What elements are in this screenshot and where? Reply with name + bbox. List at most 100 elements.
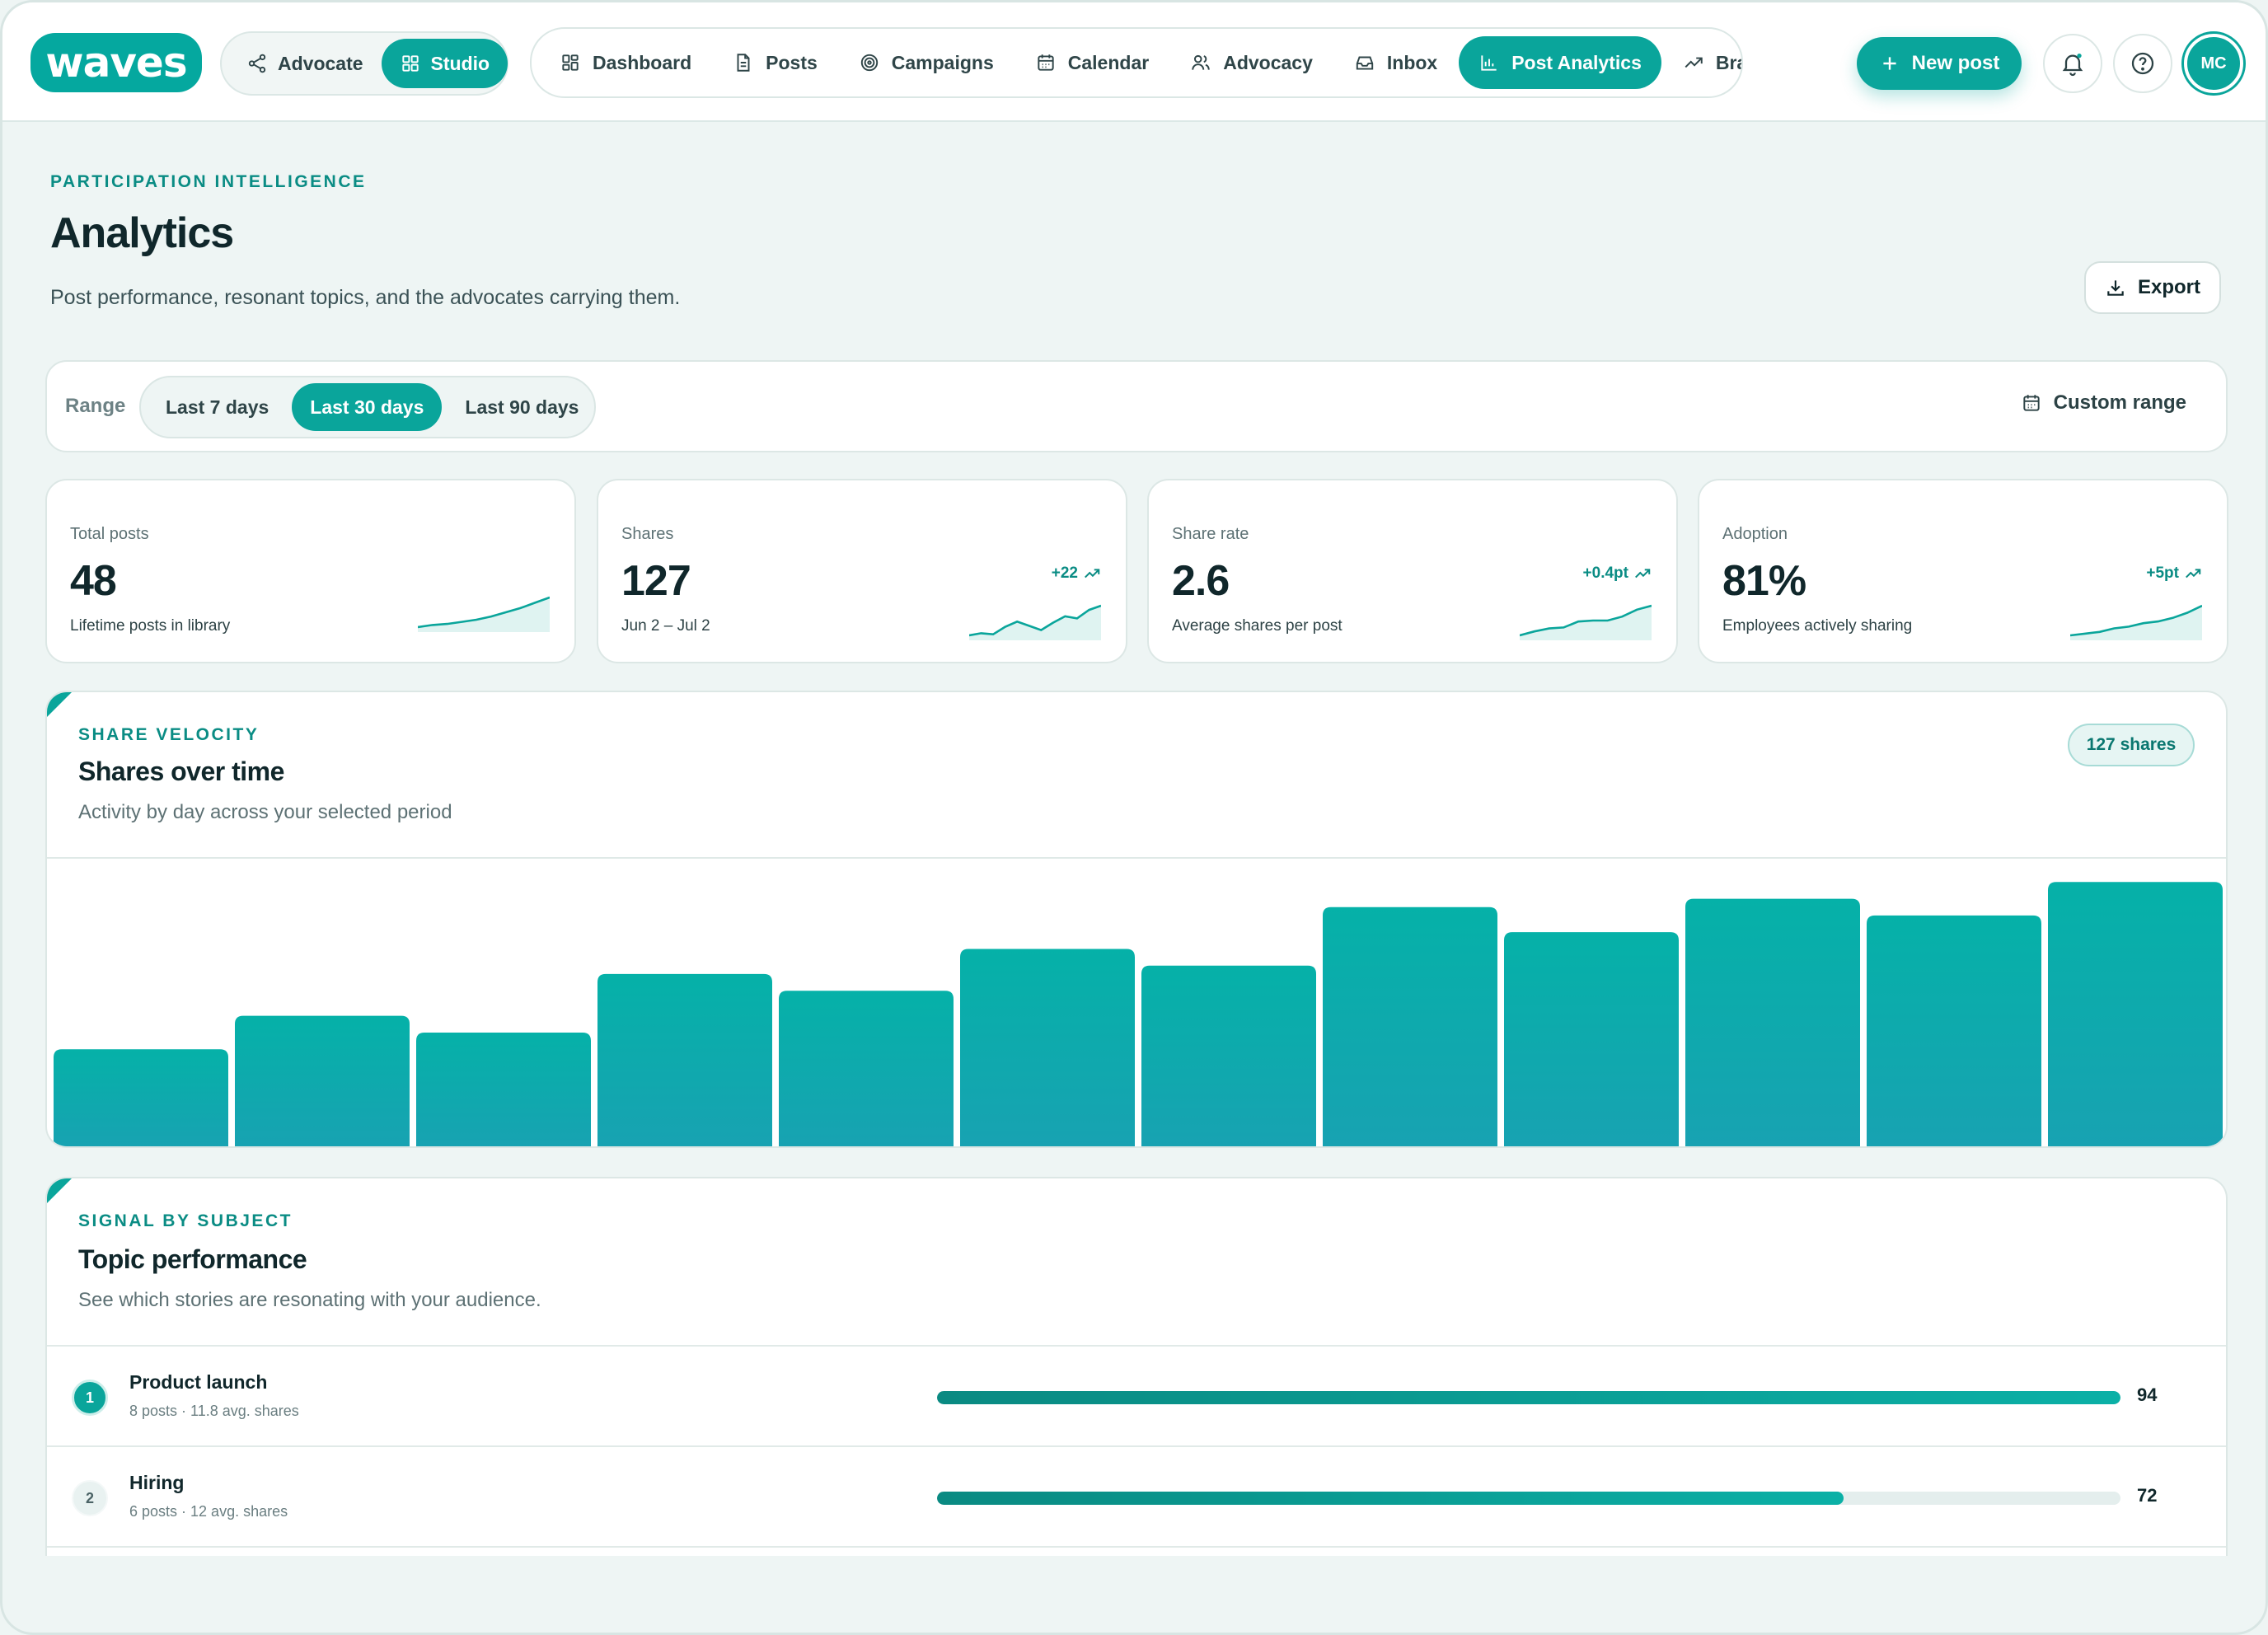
nav-item-brand[interactable]: Brar (1663, 36, 1741, 89)
nav-label: Post Analytics (1511, 51, 1642, 73)
help-button[interactable] (2113, 34, 2172, 93)
page-title: Analytics (50, 209, 234, 257)
share-icon (248, 54, 266, 73)
new-post-button[interactable]: New post (1857, 37, 2022, 90)
trend-up-icon (1685, 57, 1703, 68)
page-subtitle: Post performance, resonant topics, and t… (50, 286, 681, 309)
nav-item-advocacy[interactable]: Advocacy (1170, 36, 1333, 89)
chart-bar[interactable] (416, 1032, 591, 1148)
total-shares-badge: 127 shares (2068, 724, 2195, 766)
chart-bar[interactable] (1867, 915, 2041, 1148)
mode-advocate-label: Advocate (278, 52, 363, 74)
nav-item-dashboard[interactable]: Dashboard (540, 36, 711, 89)
nav-item-inbox[interactable]: Inbox (1334, 36, 1457, 89)
velocity-subtitle: Activity by day across your selected per… (78, 801, 452, 823)
nav-item-campaigns[interactable]: Campaigns (839, 36, 1014, 89)
chart-bar[interactable] (54, 1049, 228, 1148)
trend-up-icon (1635, 569, 1651, 579)
stat-note: Lifetime posts in library (70, 617, 231, 635)
chart-bar[interactable] (1141, 965, 1316, 1148)
sparkline-line (418, 596, 550, 629)
inbox-icon (1356, 56, 1374, 70)
new-post-label: New post (1911, 52, 2000, 74)
chart-bar[interactable] (1504, 932, 1679, 1148)
chart-bar[interactable] (960, 949, 1135, 1148)
stat-label: Shares (621, 525, 674, 543)
stat-delta: +5pt (2146, 565, 2202, 583)
mode-studio-button[interactable]: Studio (381, 39, 508, 88)
calendar-icon (2022, 395, 2040, 411)
divider (47, 1445, 2226, 1447)
chart-bar[interactable] (235, 1015, 410, 1148)
topics-title: Topic performance (78, 1244, 307, 1274)
range-label: Range (65, 395, 126, 417)
stat-value: 2.6 (1172, 557, 1230, 605)
topic-meta: 8 posts · 11.8 avg. shares (129, 1403, 299, 1419)
nav-label: Posts (766, 51, 818, 73)
topic-bar-fill (937, 1391, 2120, 1404)
bell-icon (2062, 54, 2083, 77)
calendar-icon (1038, 54, 1054, 71)
trend-up-icon (2186, 569, 2201, 579)
stat-note: Employees actively sharing (1722, 617, 1913, 635)
shares-bar-chart (54, 882, 2223, 1148)
topic-name: Product launch (129, 1371, 268, 1393)
stat-label: Adoption (1722, 525, 1788, 543)
export-label: Export (2137, 276, 2200, 298)
document-icon (737, 54, 750, 72)
range-bar: Range Last 7 days Last 30 days Last 90 d… (45, 360, 2228, 452)
rank-badge: 2 (72, 1480, 108, 1516)
stat-label: Share rate (1172, 525, 1249, 543)
sparkline (418, 596, 550, 632)
avatar[interactable]: MC (2184, 34, 2243, 93)
nav-item-post-analytics[interactable]: Post Analytics (1459, 36, 1661, 89)
sparkline-area (2070, 606, 2202, 640)
nav-label: Inbox (1386, 51, 1438, 73)
sparkline-line (969, 604, 1101, 637)
brand-logo[interactable]: waves (30, 33, 202, 92)
stat-value: 81% (1722, 557, 1806, 605)
export-button[interactable]: Export (2084, 261, 2221, 314)
range-90-days-button[interactable]: Last 90 days (465, 396, 579, 418)
mode-advocate-button[interactable]: Advocate (228, 39, 382, 88)
chart-bar[interactable] (779, 991, 954, 1148)
range-7-days-button[interactable]: Last 7 days (166, 396, 269, 418)
stat-card-total-posts: Total posts 48 Lifetime posts in library (45, 479, 576, 663)
plus-icon (1883, 57, 1896, 70)
share-velocity-card: SHARE VELOCITY Shares over time Activity… (45, 691, 2228, 1148)
grid-icon (562, 54, 579, 71)
stat-value: 48 (70, 557, 117, 605)
users-icon (1192, 54, 1210, 70)
download-icon (2107, 280, 2124, 296)
stat-note: Jun 2 – Jul 2 (621, 617, 710, 635)
custom-range-label: Custom range (2053, 391, 2186, 414)
chart-bar[interactable] (1323, 907, 1497, 1148)
topic-name: Hiring (129, 1472, 185, 1493)
topic-performance-card: SIGNAL BY SUBJECT Topic performance See … (45, 1177, 2228, 1556)
divider (47, 1546, 2226, 1548)
rank-badge: 1 (72, 1380, 108, 1416)
sparkline (969, 604, 1101, 640)
stat-delta-value: +22 (1051, 565, 1078, 582)
range-selector: Last 7 days Last 30 days Last 90 days (139, 376, 596, 438)
custom-range-button[interactable]: Custom range (2021, 391, 2186, 415)
topic-meta: 6 posts · 12 avg. shares (129, 1503, 288, 1520)
notifications-button[interactable] (2043, 34, 2102, 93)
corner-accent (47, 692, 72, 717)
chart-bar[interactable] (1685, 898, 1860, 1148)
topic-bar-track (937, 1492, 2120, 1505)
nav-item-calendar[interactable]: Calendar (1015, 36, 1169, 89)
nav-item-posts[interactable]: Posts (713, 36, 837, 89)
range-30-days-button[interactable]: Last 30 days (292, 383, 443, 431)
topic-row[interactable]: 2 Hiring 6 posts · 12 avg. shares 72 (47, 1447, 2226, 1546)
topics-subtitle: See which stories are resonating with yo… (78, 1289, 541, 1311)
nav-label: Campaigns (891, 51, 994, 73)
chart-bar[interactable] (597, 973, 772, 1148)
chart-bar[interactable] (2048, 882, 2223, 1148)
topics-eyebrow: SIGNAL BY SUBJECT (78, 1211, 293, 1230)
trend-up-icon (1085, 569, 1100, 579)
topic-row[interactable]: 1 Product launch 8 posts · 11.8 avg. sha… (47, 1347, 2226, 1445)
topic-bar-track (937, 1391, 2120, 1404)
corner-accent (47, 1178, 72, 1203)
top-bar: waves Advocate Studio Dashboard Posts (2, 2, 2266, 122)
